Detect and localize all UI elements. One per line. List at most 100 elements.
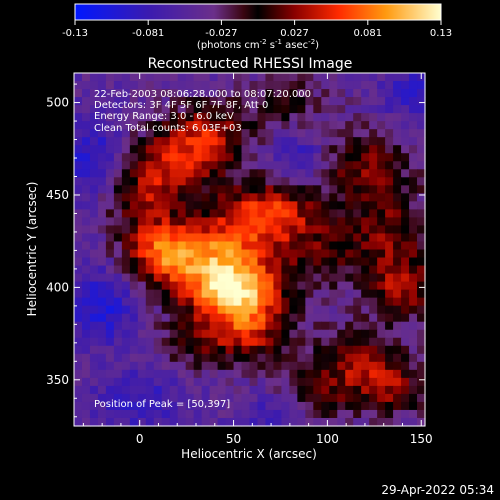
heatmap-cell (113, 313, 123, 323)
heatmap-cell (385, 297, 394, 307)
heatmap-cell (249, 177, 259, 186)
heatmap-cell (249, 137, 259, 146)
heatmap-cell (201, 257, 211, 267)
heatmap-cell (169, 345, 179, 355)
heatmap-cell (74, 169, 83, 178)
heatmap-cell (74, 273, 83, 283)
x-axis-label: Heliocentric X (arcsec) (181, 447, 317, 461)
heatmap-cell (353, 417, 362, 427)
heatmap-cell (289, 385, 298, 395)
heatmap-cell (297, 377, 306, 387)
heatmap-cell (313, 185, 322, 194)
heatmap-cell (74, 217, 83, 227)
heatmap-cell (225, 177, 235, 186)
heatmap-cell (249, 265, 259, 275)
heatmap-cell (265, 177, 275, 186)
heatmap-cell (273, 353, 283, 363)
heatmap-cell (401, 265, 410, 275)
heatmap-cell (129, 185, 139, 194)
heatmap-cell (145, 225, 155, 235)
heatmap-cell (169, 297, 179, 307)
heatmap-cell (321, 241, 330, 251)
heatmap-cell (185, 337, 195, 347)
heatmap-cell (265, 281, 275, 291)
heatmap-cell (153, 169, 163, 178)
heatmap-cell (153, 273, 163, 283)
heatmap-cell (217, 305, 227, 315)
heatmap-cell (329, 193, 338, 202)
heatmap-cell (233, 169, 243, 178)
heatmap-cell (361, 265, 370, 275)
heatmap-cell (393, 169, 402, 178)
heatmap-cell (313, 193, 322, 202)
heatmap-cell (297, 145, 306, 154)
heatmap-cell (377, 273, 386, 283)
heatmap-cell (385, 321, 394, 331)
heatmap-cell (329, 273, 338, 283)
heatmap-cell (153, 225, 163, 235)
heatmap-cell (201, 185, 211, 194)
heatmap-cell (121, 313, 131, 323)
heatmap-cell (273, 297, 283, 307)
heatmap-cell (145, 89, 155, 98)
heatmap-cell (185, 313, 195, 323)
heatmap-cell (217, 377, 227, 387)
heatmap-cell (209, 161, 219, 170)
heatmap-cell (217, 361, 227, 371)
heatmap-cell (257, 97, 267, 106)
heatmap-cell (81, 345, 91, 355)
heatmap-cell (113, 209, 123, 219)
heatmap-cell (249, 353, 259, 363)
heatmap-cell (385, 169, 394, 178)
heatmap-cell (153, 89, 163, 98)
heatmap-cell (145, 121, 155, 130)
heatmap-cell (369, 401, 378, 411)
heatmap-cell (417, 81, 426, 90)
heatmap-cell (185, 97, 195, 106)
heatmap-cell (129, 289, 139, 299)
heatmap-cell (74, 305, 83, 315)
heatmap-cell (393, 241, 402, 251)
heatmap-cell (169, 329, 179, 339)
heatmap-cell (177, 233, 187, 243)
heatmap-cell (353, 241, 362, 251)
heatmap-cell (153, 393, 163, 403)
heatmap-cell (121, 417, 131, 427)
heatmap-cell (145, 185, 155, 194)
heatmap-cell (369, 97, 378, 106)
heatmap-cell (249, 225, 259, 235)
heatmap-cell (337, 409, 346, 419)
heatmap-cell (233, 417, 243, 427)
heatmap-cell (257, 345, 267, 355)
heatmap-cell (337, 377, 346, 387)
heatmap-cell (353, 249, 362, 259)
heatmap-cell (409, 393, 418, 403)
heatmap-cell (153, 321, 163, 331)
heatmap-cell (249, 377, 259, 387)
heatmap-cell (249, 73, 259, 82)
heatmap-cell (185, 217, 195, 227)
heatmap-cell (113, 89, 123, 98)
heatmap-cell (97, 289, 107, 299)
heatmap-cell (129, 121, 139, 130)
heatmap-cell (177, 241, 187, 251)
heatmap-cell (393, 369, 402, 379)
heatmap-cell (337, 289, 346, 299)
heatmap-cell (145, 129, 155, 138)
heatmap-cell (337, 201, 346, 210)
heatmap-cell (201, 97, 211, 106)
heatmap-cell (121, 161, 131, 170)
heatmap-cell (74, 153, 83, 162)
heatmap-cell (393, 249, 402, 259)
heatmap-cell (201, 225, 211, 235)
heatmap-cell (409, 161, 418, 170)
heatmap-cell (129, 193, 139, 202)
heatmap-cell (121, 225, 131, 235)
heatmap-cell (393, 225, 402, 235)
heatmap-cell (305, 129, 314, 138)
heatmap-cell (97, 249, 107, 259)
footer-timestamp: 29-Apr-2022 05:34 (381, 483, 494, 497)
heatmap-cell (169, 401, 179, 411)
heatmap-cell (257, 313, 267, 323)
heatmap-cell (105, 249, 115, 259)
